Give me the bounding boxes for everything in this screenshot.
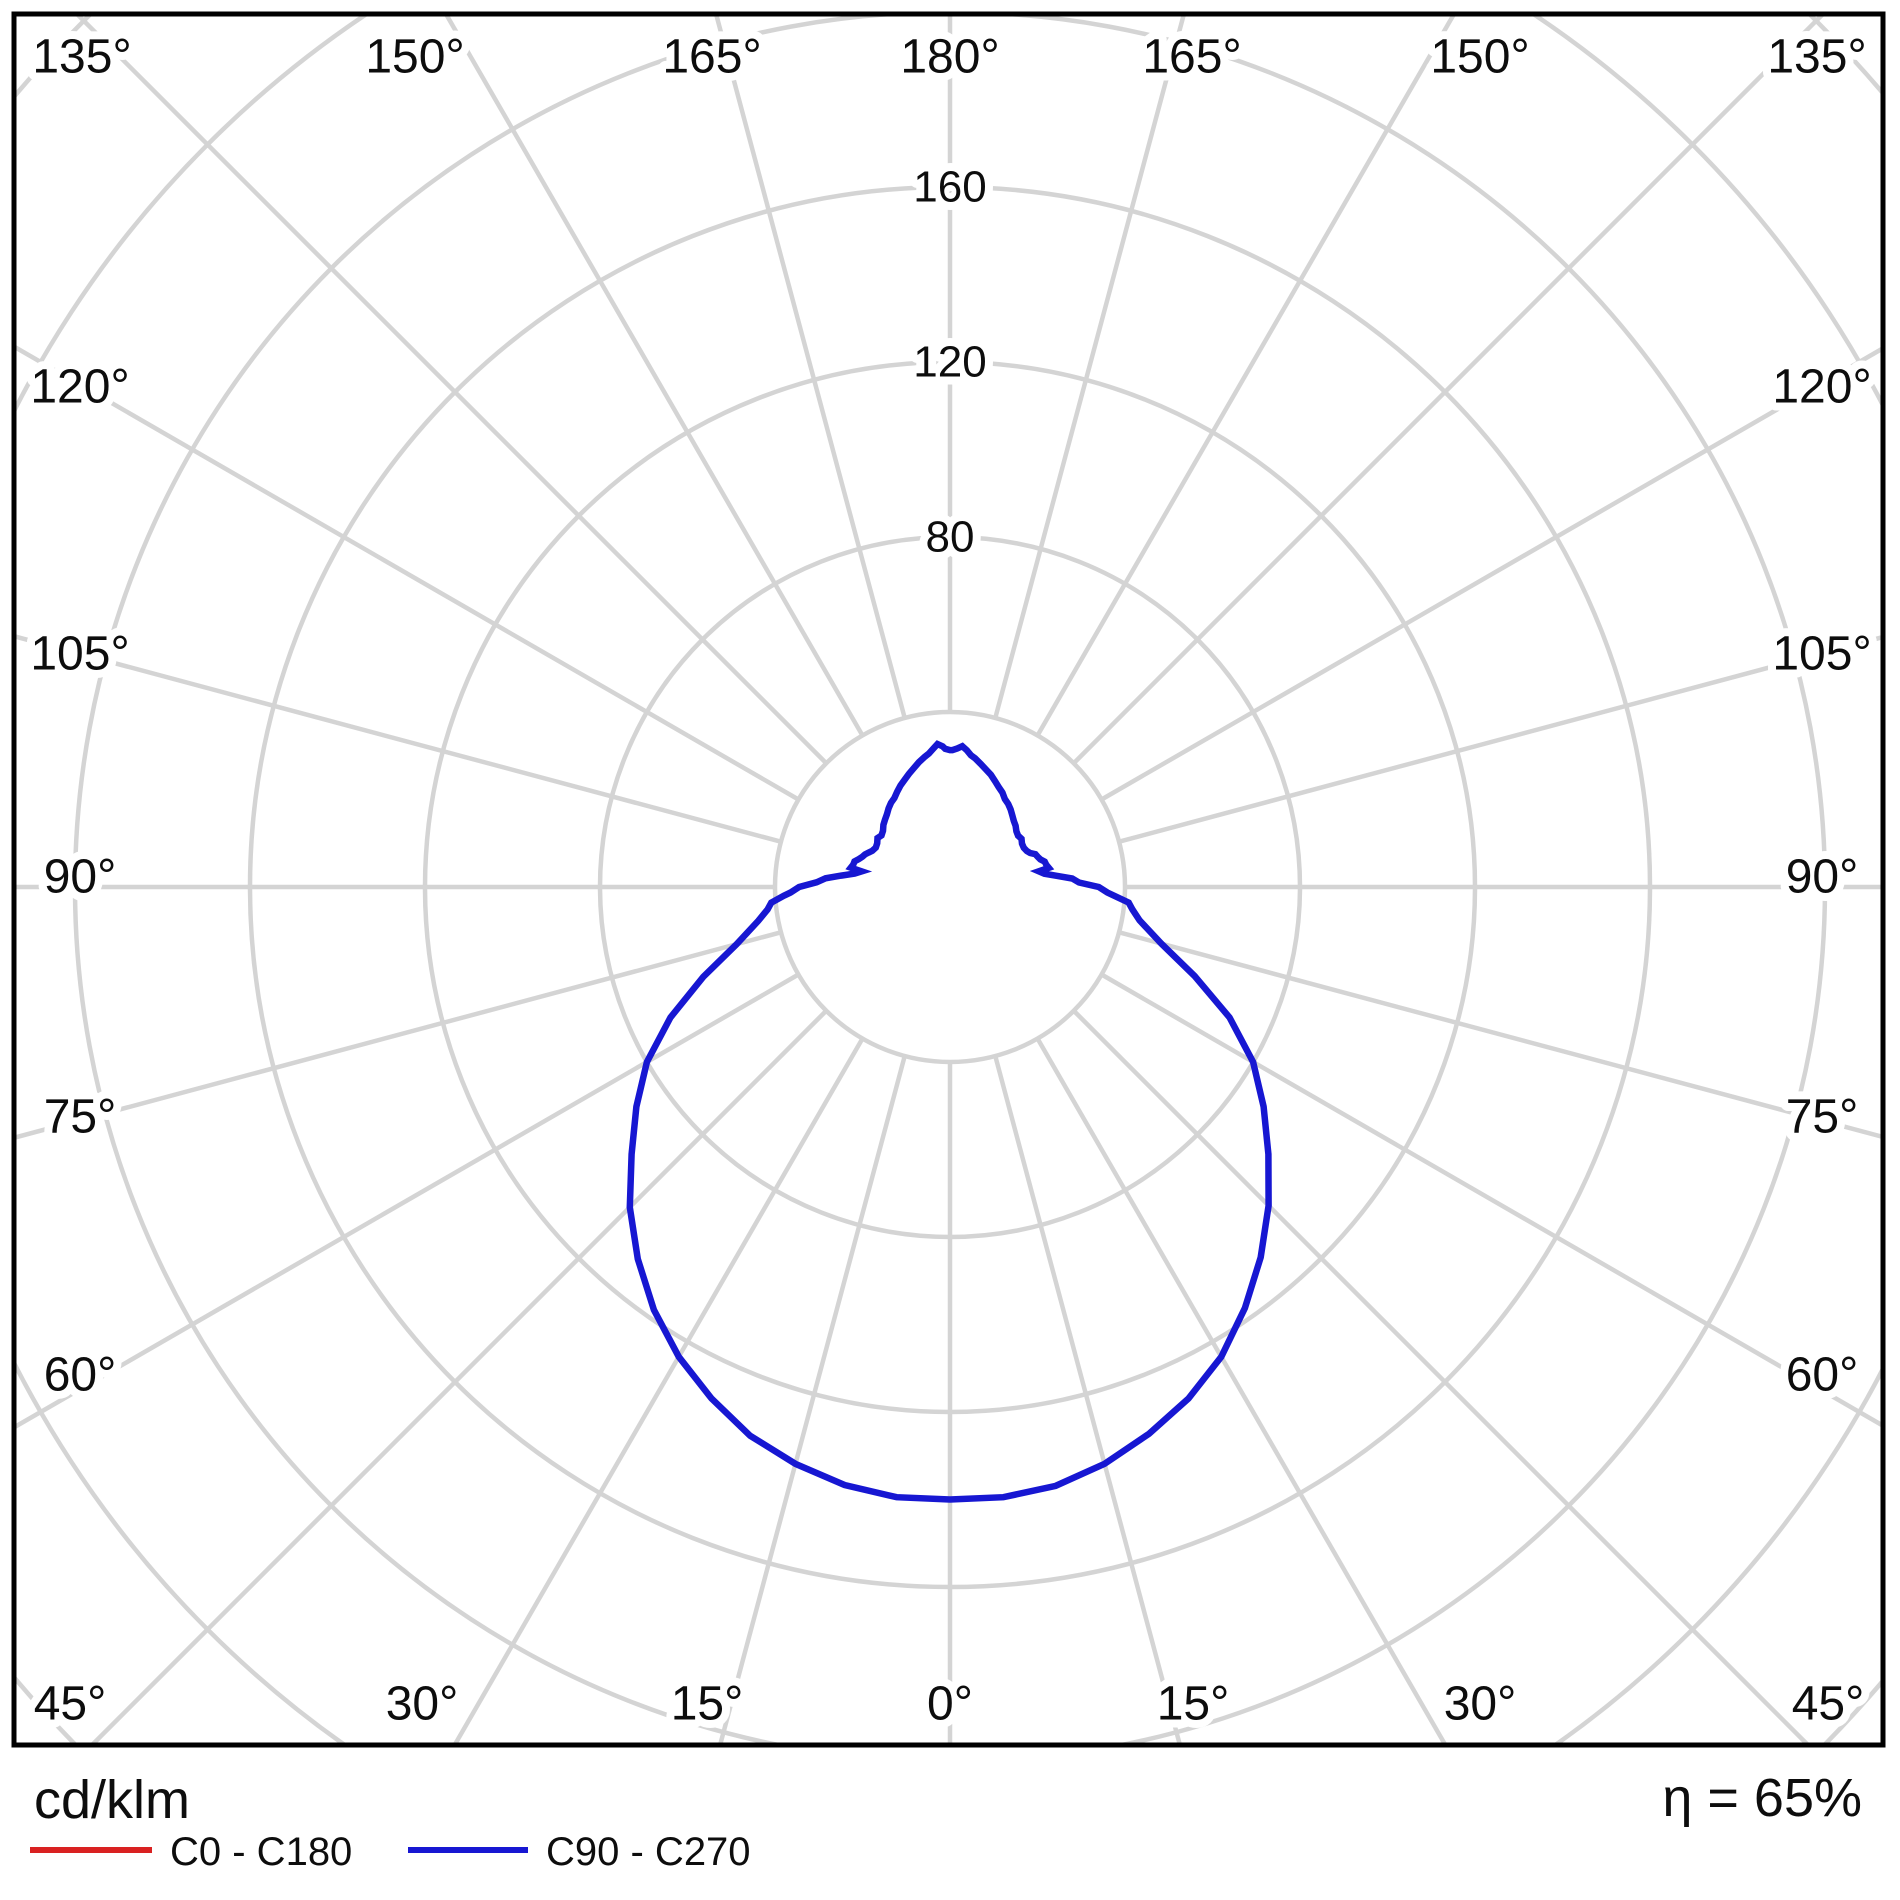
angle-grid-spoke — [16, 972, 800, 1429]
angle-grid-spoke — [1035, 1037, 1447, 1743]
radial-tick-label: 80 — [926, 513, 975, 562]
radial-grid-ring — [772, 709, 1128, 1065]
angle-label-top: 135° — [1767, 31, 1866, 84]
angle-grid-spoke — [90, 1009, 828, 1743]
angle-grid-spoke — [714, 16, 907, 719]
angle-label-left: 60° — [44, 1349, 117, 1402]
angle-label-left: 90° — [44, 851, 117, 904]
angle-label-top: 150° — [365, 31, 464, 84]
angle-grid-spoke — [453, 1037, 865, 1743]
angle-grid-spoke — [1100, 346, 1882, 802]
angle-label-bottom: 15° — [1157, 1678, 1230, 1731]
angle-grid-spoke — [993, 1055, 1182, 1743]
angle-label-right: 120° — [1772, 361, 1871, 414]
angle-grid-spoke — [16, 634, 782, 844]
angle-label-top: 135° — [32, 31, 131, 84]
angle-grid-spoke — [16, 930, 782, 1140]
angle-label-bottom: 15° — [671, 1678, 744, 1731]
angle-grid-spoke — [1072, 16, 1825, 765]
legend-label-c0-c180: C0 - C180 — [170, 1830, 352, 1874]
intensity-curve-c90-c270 — [626, 740, 1272, 1503]
angle-label-top: 165° — [1142, 31, 1241, 84]
angle-grid-spoke — [75, 16, 828, 765]
angle-label-left: 120° — [30, 361, 129, 414]
angle-label-top: 180° — [900, 31, 999, 84]
angle-label-right: 60° — [1786, 1349, 1859, 1402]
angle-grid-spoke — [16, 345, 800, 802]
angle-label-bottom: 45° — [34, 1678, 107, 1731]
angle-label-top: 165° — [662, 31, 761, 84]
angle-label-bottom: 30° — [386, 1678, 459, 1731]
angle-label-right: 105° — [1772, 628, 1871, 681]
angle-label-bottom: 0° — [927, 1678, 973, 1731]
angle-grid-spoke — [444, 16, 865, 737]
legend: C0 - C180 C90 - C270 — [30, 1830, 751, 1874]
angle-grid-spoke — [1035, 16, 1456, 737]
angle-grid-spoke — [993, 16, 1186, 719]
angle-grid-spoke — [1118, 930, 1882, 1140]
angle-label-left: 75° — [44, 1091, 117, 1144]
angle-grid-spoke — [718, 1055, 907, 1743]
angle-label-top: 150° — [1430, 31, 1529, 84]
angle-label-left: 105° — [30, 628, 129, 681]
efficiency-label: η = 65% — [1662, 1768, 1862, 1828]
angle-grid-spoke — [1118, 634, 1882, 844]
angle-label-bottom: 30° — [1444, 1678, 1517, 1731]
angle-label-right: 75° — [1786, 1091, 1859, 1144]
angle-grid-spoke — [1100, 972, 1882, 1428]
plot-border — [11, 11, 1886, 1748]
angle-grid-spoke — [1072, 1009, 1810, 1743]
radial-tick-label: 120 — [913, 338, 986, 387]
legend-label-c90-c270: C90 - C270 — [546, 1830, 751, 1874]
angle-label-bottom: 45° — [1792, 1678, 1865, 1731]
radial-tick-label: 160 — [913, 163, 986, 212]
angle-label-right: 90° — [1786, 851, 1859, 904]
unit-label: cd/klm — [34, 1770, 190, 1830]
